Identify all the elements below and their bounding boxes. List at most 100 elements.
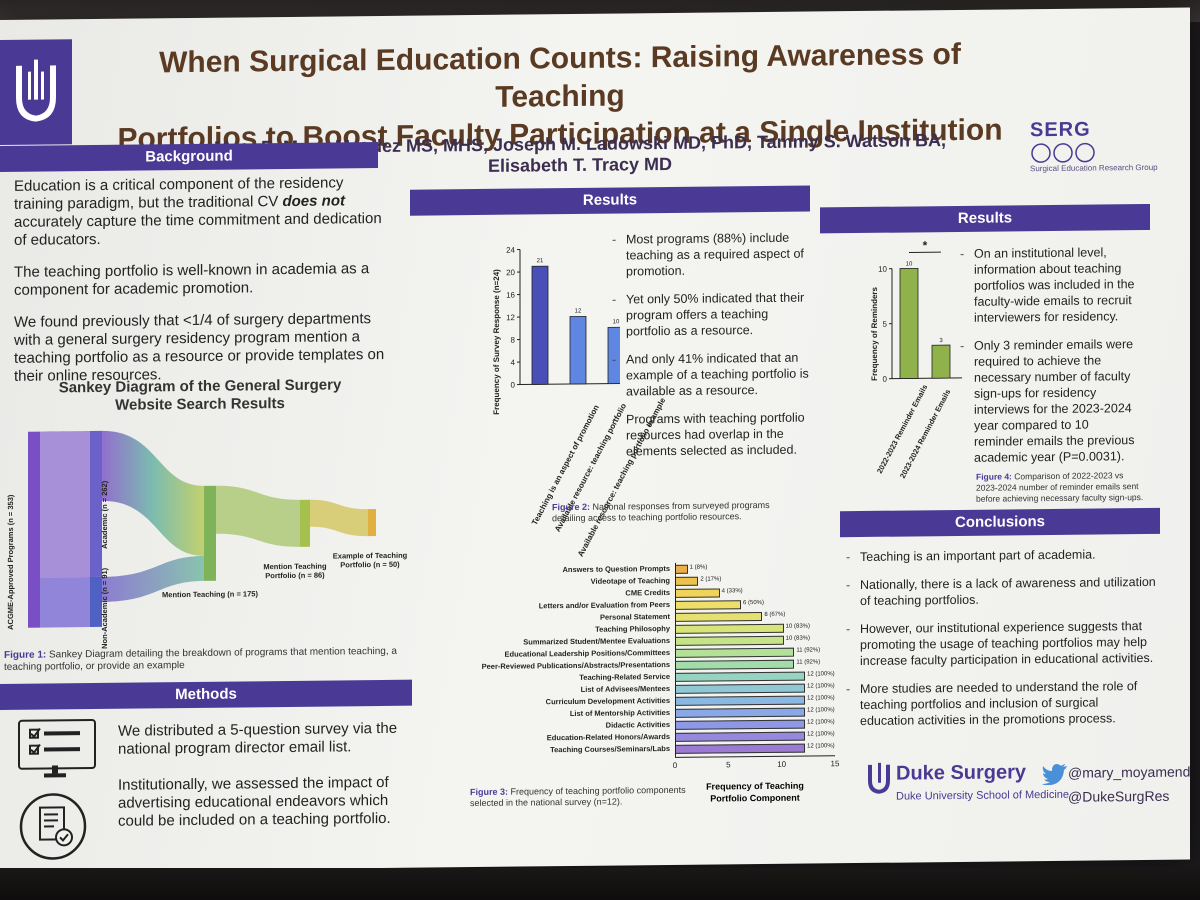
results-right-bullet: On an institutional level, information a…	[960, 244, 1140, 326]
serg-name: SERG	[1030, 118, 1091, 142]
chart2-data-label: 12 (100%)	[807, 671, 835, 678]
checklist-icon	[29, 727, 80, 755]
chart2-bar	[675, 576, 699, 586]
chart2-category-label: Teaching Philosophy	[595, 623, 670, 634]
methods-heading: Methods	[0, 679, 412, 710]
research-poster: When Surgical Education Counts: Raising …	[0, 7, 1190, 872]
duke-surgery-wordmark: Duke Surgery	[896, 761, 1026, 785]
duke-surgery-text: Duke Surgery	[896, 761, 1027, 785]
chart2-xtick-label: 0	[672, 760, 678, 770]
portfolio-components-bar-chart: Answers to Question Prompts 1 (8%) Videota…	[430, 557, 850, 781]
chart3-ytick-label: 5	[883, 320, 888, 329]
results-middle-bullet: And only 41% indicated that an example o…	[612, 349, 812, 399]
chart3-data-label: 3	[939, 338, 943, 344]
background-p1-emphasis: does not	[282, 192, 345, 211]
chart2-y-axis	[675, 562, 676, 757]
twitter-handle-2: @DukeSurgRes	[1068, 787, 1170, 805]
conclusions-bullet: Nationally, there is a lack of awareness…	[846, 574, 1156, 609]
background-text: Education is a critical component of the…	[14, 174, 386, 400]
results-heading-right: Results	[820, 203, 1150, 234]
survey-monitor-icon	[18, 718, 96, 770]
conclusions-bullet: Teaching is an important part of academi…	[846, 546, 1156, 565]
chart2-category-label: Letters and/or Evaluation from Peers	[538, 599, 670, 611]
chart3-ylabel: Frequency of Reminders	[870, 286, 879, 381]
chart2-xtick-label: 10	[777, 759, 787, 769]
sankey-diagram	[28, 430, 376, 628]
chart1-data-label: 12	[575, 308, 582, 314]
chart2-data-label: 12 (100%)	[807, 731, 835, 738]
duke-school-text: Duke University School of Medicine	[896, 788, 1070, 803]
chart3-ytick-label: 10	[878, 265, 887, 274]
serg-subtitle: Surgical Education Research Group	[1030, 162, 1158, 174]
sankey-node-example	[368, 509, 376, 537]
chart2-data-label: 12 (100%)	[807, 719, 835, 726]
chart2-category-label: Education-Related Honors/Awards	[546, 731, 670, 743]
chart2-category-label: Personal Statement	[599, 611, 670, 622]
chart2-xlabel-line-2: Portfolio Component	[710, 792, 800, 804]
chart2-category-label: Didactic Activities	[605, 719, 670, 730]
monitor-stand-icon	[44, 765, 66, 778]
chart2-data-label: 12 (100%)	[807, 707, 835, 714]
chart2-bar	[675, 683, 805, 694]
chart2-data-label: 12 (100%)	[807, 683, 835, 690]
chart1-bar	[569, 315, 587, 385]
results-right-bullet: Only 3 reminder emails were required to …	[960, 336, 1140, 466]
chart2-bar	[675, 635, 784, 646]
figure-2-caption: Figure 2: National responses from survey…	[552, 500, 782, 524]
duke-logo	[0, 39, 72, 146]
chart2-xtick-label: 15	[830, 759, 840, 769]
chart2-category-label: List of Mentorship Activities	[569, 707, 670, 719]
sankey-flow-academic-mention	[102, 430, 204, 556]
sankey-flow-non-academic	[40, 577, 90, 628]
sankey-label-academic: Academic (n = 262)	[100, 480, 109, 549]
chart2-data-label: 11 (92%)	[796, 659, 821, 666]
results-middle-bullets: Most programs (88%) include teaching as …	[612, 229, 812, 471]
room-floor	[0, 868, 1200, 900]
results-middle-bullet: Most programs (88%) include teaching as …	[612, 229, 812, 279]
results-middle-bullet: Programs with teaching portfolio resourc…	[612, 409, 812, 459]
conclusions-bullets: Teaching is an important part of academi…	[846, 546, 1156, 741]
chart2-data-label: 1 (8%)	[689, 564, 708, 571]
chart2-category-label: Answers to Question Prompts	[562, 563, 670, 575]
sankey-title-line-2: Website Search Results	[115, 395, 285, 414]
results-middle-bullet: Yet only 50% indicated that their progra…	[612, 289, 812, 339]
sankey-node-academic	[90, 430, 102, 578]
sankey-label-acgme: ACGME-Approved Programs (n = 353)	[6, 494, 15, 630]
conclusions-bullet: More studies are needed to understand th…	[846, 678, 1156, 729]
sankey-node-portfolio	[300, 499, 310, 547]
sankey-flow-academic	[40, 431, 90, 578]
chart2-bar	[675, 743, 805, 754]
document-check-icon	[19, 793, 87, 860]
results-heading-middle: Results	[410, 185, 810, 216]
chart1-bar	[531, 265, 549, 385]
chart1-data-label: 21	[537, 258, 544, 264]
sankey-label-example: Example of Teaching Portfolio (n = 50)	[332, 550, 408, 570]
chart2-bar	[675, 647, 795, 658]
chart3-bar	[931, 344, 951, 379]
chart3-data-label: 10	[906, 261, 913, 267]
sankey-label-non-academic: Non-Academic (n = 91)	[100, 567, 109, 649]
figure-3-caption: Figure 3: Frequency of teaching portfoli…	[470, 785, 700, 809]
chart2-data-label: 8 (67%)	[764, 611, 786, 618]
sankey-label-mention-teaching: Mention Teaching (n = 175)	[162, 589, 258, 600]
methods-text: We distributed a 5-question survey via t…	[118, 720, 418, 845]
duke-chapel-icon	[16, 59, 56, 122]
chart1-ytick-label: 8	[511, 336, 516, 345]
sankey-flow-non-academic-mention	[102, 555, 204, 602]
methods-paragraph-1: We distributed a 5-question survey via t…	[118, 719, 398, 758]
figure-2-label: Figure 2:	[552, 501, 591, 513]
sankey-node-acgme	[28, 431, 40, 628]
background-heading: Background	[0, 142, 378, 172]
results-right-bullets: On an institutional level, information a…	[960, 244, 1140, 478]
duke-surgery-logo-icon	[868, 762, 890, 794]
chart2-category-label: Educational Leadership Positions/Committ…	[504, 647, 670, 659]
chart3-bar	[899, 267, 919, 379]
figure-1-text: Sankey Diagram detailing the breakdown o…	[4, 645, 397, 673]
conclusions-bullet: However, our institutional experience su…	[846, 618, 1156, 669]
twitter-handle-1: @mary_moyamendez	[1068, 763, 1190, 781]
chart2-category-label: Curriculum Development Activities	[545, 695, 670, 707]
chart2-category-label: Peer-Reviewed Publications/Abstracts/Pre…	[481, 659, 670, 671]
reminder-emails-bar-chart: 0 5 10 10 3 *	[878, 238, 962, 384]
methods-paragraph-2: Institutionally, we assessed the impact …	[118, 773, 391, 830]
background-p1-c: accurately capture the time commitment a…	[14, 210, 382, 249]
